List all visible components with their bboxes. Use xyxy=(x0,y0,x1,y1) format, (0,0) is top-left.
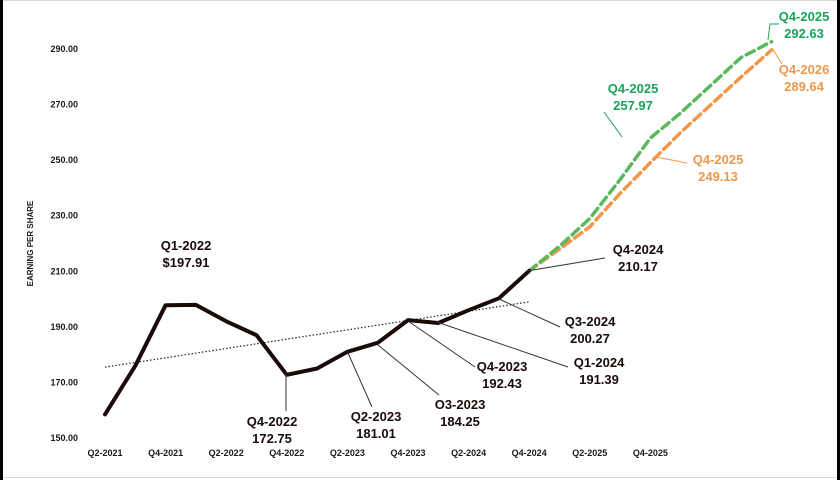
x-tick-label: Q4-2021 xyxy=(148,448,183,458)
y-tick-label: 150.00 xyxy=(50,433,78,443)
data-label: Q4-2023 xyxy=(477,359,528,374)
annotation-leader-line xyxy=(436,321,569,368)
x-tick-label: Q2-2024 xyxy=(451,448,486,458)
y-tick-label: 230.00 xyxy=(50,211,78,221)
right-edge-bar xyxy=(837,0,840,480)
data-label: 172.75 xyxy=(252,431,292,446)
data-label: Q1-2024 xyxy=(574,355,625,370)
left-edge-bar xyxy=(0,0,3,480)
data-label: O3-2023 xyxy=(435,397,486,412)
annotation-leader-line xyxy=(526,257,606,272)
data-label: Q2-2023 xyxy=(351,409,402,424)
x-tick-label: Q4-2025 xyxy=(633,448,668,458)
annotation-leader-line xyxy=(347,352,373,408)
annotation-leader-line xyxy=(771,47,783,65)
x-tick-label: Q4-2023 xyxy=(390,448,425,458)
x-tick-label: Q2-2021 xyxy=(87,448,122,458)
data-label: Q1-2022 xyxy=(161,238,212,253)
x-tick-label: Q2-2023 xyxy=(330,448,365,458)
y-axis-label: EARNING PER SHARE xyxy=(26,200,35,286)
annotation-leader-line xyxy=(407,320,476,368)
data-label: 181.01 xyxy=(356,426,396,441)
x-tick-label: Q2-2025 xyxy=(572,448,607,458)
y-tick-label: 190.00 xyxy=(50,322,78,332)
x-axis: Q2-2021 Q4-2021 Q2-2022 Q4-2022 Q2-2023 Q4-20… xyxy=(87,448,667,458)
data-label: Q4-2026 xyxy=(779,62,830,77)
data-label: 184.25 xyxy=(440,414,480,429)
annotation-leaders xyxy=(285,23,783,411)
actual-eps-line xyxy=(103,268,532,417)
data-label: 249.13 xyxy=(698,169,738,184)
annotation-leader-line xyxy=(377,344,440,396)
data-label: 292.63 xyxy=(784,26,824,41)
data-label: 200.27 xyxy=(570,331,610,346)
annotation-leader-line xyxy=(498,298,561,328)
y-tick-label: 270.00 xyxy=(50,100,78,110)
annotation-leader-line xyxy=(655,156,688,164)
forecast-high-line xyxy=(527,39,774,273)
y-tick-label: 210.00 xyxy=(50,266,78,276)
annotation-leader-line xyxy=(603,111,623,138)
data-label: Q4-2024 xyxy=(613,242,664,257)
x-tick-label: Q4-2024 xyxy=(512,448,547,458)
y-tick-label: 290.00 xyxy=(50,44,78,54)
y-axis: 150.00 170.00 190.00 210.00 230.00 250.00 270.… xyxy=(50,44,78,443)
data-label: 191.39 xyxy=(579,372,619,387)
x-tick-label: Q2-2022 xyxy=(209,448,244,458)
forecast-low-line xyxy=(527,48,774,273)
data-label: 257.97 xyxy=(613,98,653,113)
data-label: Q3-2024 xyxy=(565,314,616,329)
y-tick-label: 170.00 xyxy=(50,377,78,387)
data-label: Q4-2025 xyxy=(693,152,744,167)
data-label: 289.64 xyxy=(784,79,825,94)
data-label: Q4-2025 xyxy=(608,81,659,96)
data-label: Q4-2025 xyxy=(779,9,830,24)
annotations: Q1-2022 $197.91 Q4-2022 172.75 Q2-2023 181.01… xyxy=(161,9,830,446)
series-lines xyxy=(103,39,774,417)
y-tick-label: 250.00 xyxy=(50,155,78,165)
data-label: Q4-2022 xyxy=(247,414,298,429)
x-tick-label: Q4-2022 xyxy=(269,448,304,458)
data-label: 210.17 xyxy=(618,259,658,274)
annotation-leader-line xyxy=(767,23,779,41)
data-label: 192.43 xyxy=(482,376,522,391)
data-label: $197.91 xyxy=(163,255,210,270)
